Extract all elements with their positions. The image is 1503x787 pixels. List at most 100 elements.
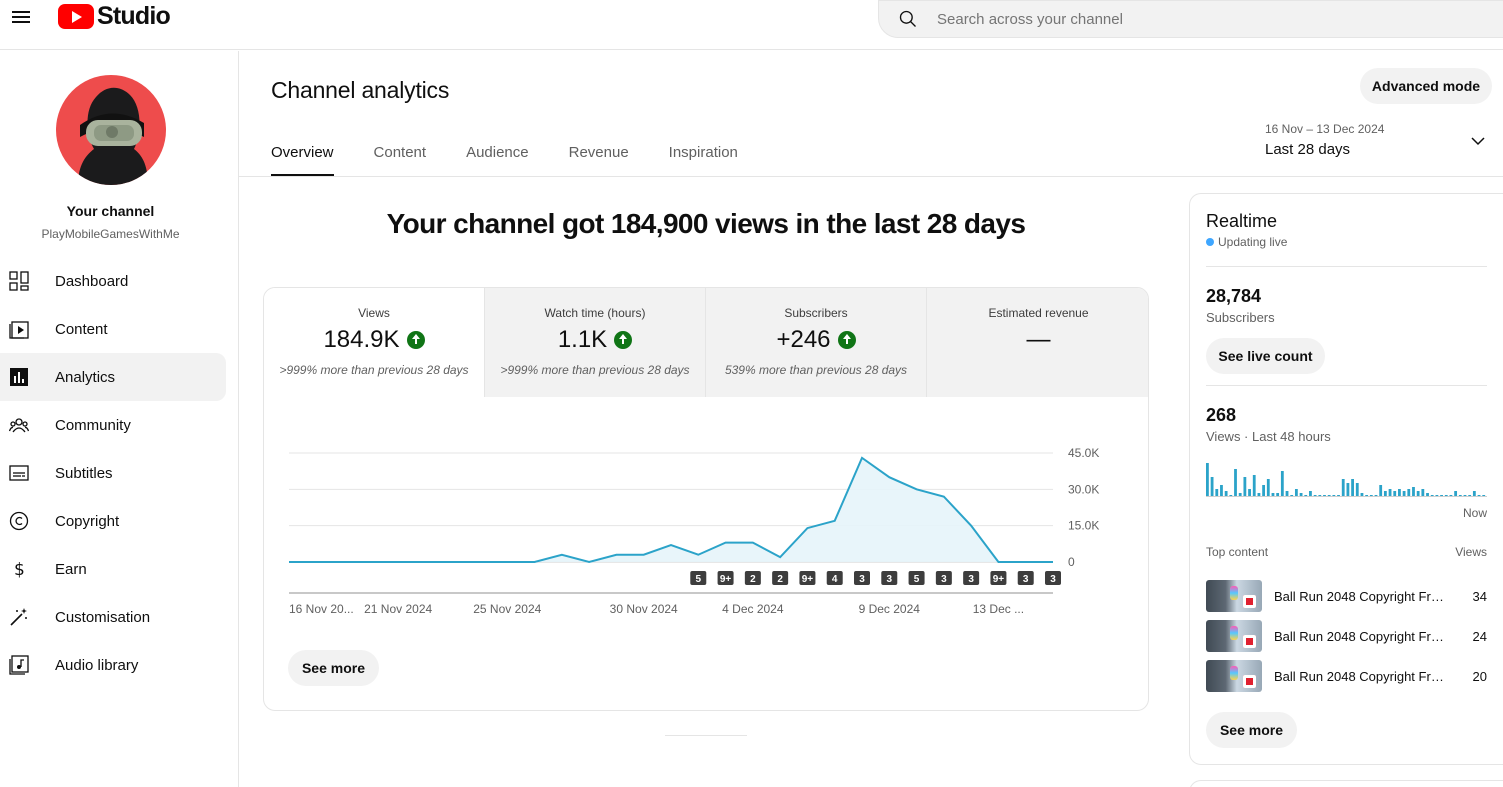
search-bar[interactable] <box>878 0 1503 38</box>
upload-marker <box>799 571 816 585</box>
upload-marker-label: 4 <box>832 574 838 585</box>
realtime-bar <box>1252 475 1256 497</box>
y-tick-label: 30.0K <box>1068 482 1099 496</box>
tab-overview[interactable]: Overview <box>271 128 334 176</box>
date-period-label[interactable]: Last 28 days <box>1265 141 1351 158</box>
search-icon[interactable] <box>898 9 918 29</box>
arrow-up-icon <box>406 331 425 349</box>
metric-watch-time[interactable]: Watch time (hours) 1.1K >999% more than … <box>485 288 706 397</box>
channel-avatar[interactable] <box>56 75 166 185</box>
views-chart[interactable]: 0 15.0K 30.0K 45.0K 5 9+ 2 2 9+ 4 3 3 5 3 3 9+ 3 3 16 Nov … <box>264 408 1149 638</box>
sidebar-nav: Dashboard Content Analytics Community Su… <box>0 257 226 689</box>
next-card <box>1189 780 1503 787</box>
sidebar-item-label: Community <box>55 416 131 434</box>
upload-marker <box>690 571 707 585</box>
video-title: Ball Run 2048 Copyright Free Gameplay <box>1274 628 1449 644</box>
y-tick-label: 45.0K <box>1068 446 1099 460</box>
sidebar-item-audio-library[interactable]: Audio library <box>0 641 226 689</box>
sidebar-item-content[interactable]: Content <box>0 305 226 353</box>
top-content-row[interactable]: Ball Run 2048 Copyright Free Gameplay 24 <box>1206 620 1487 652</box>
date-range[interactable]: 16 Nov – 13 Dec 2024 <box>1265 122 1385 136</box>
upload-marker <box>990 571 1007 585</box>
upload-marker-label: 9+ <box>802 574 814 585</box>
see-more-button[interactable]: See more <box>1206 712 1297 748</box>
area-fill <box>289 457 1053 562</box>
realtime-bar <box>1210 477 1214 497</box>
realtime-bar <box>1238 493 1242 497</box>
metric-title: Estimated revenue <box>988 306 1089 320</box>
sidebar-item-label: Analytics <box>55 368 116 386</box>
sidebar-item-label: Customisation <box>55 608 151 626</box>
top-content-row[interactable]: Ball Run 2048 Copyright Free Gameplay 20 <box>1206 660 1487 692</box>
metric-subscribers[interactable]: Subscribers +246 539% more than previous… <box>706 288 927 397</box>
realtime-bar <box>1262 485 1266 497</box>
tab-inspiration[interactable]: Inspiration <box>668 144 738 161</box>
audio-library-icon <box>9 655 29 675</box>
see-more-button[interactable]: See more <box>288 650 379 686</box>
realtime-bar <box>1280 471 1284 497</box>
arrow-up-icon <box>837 331 856 349</box>
upload-marker-label: 3 <box>1023 574 1029 585</box>
realtime-bar <box>1355 483 1359 497</box>
sidebar-item-copyright[interactable]: Copyright <box>0 497 226 545</box>
realtime-bar <box>1426 493 1429 497</box>
upload-marker-label: 3 <box>968 574 974 585</box>
top-content-row[interactable]: Ball Run 2048 Copyright Free Gameplay 34 <box>1206 580 1487 612</box>
see-live-count-button[interactable]: See live count <box>1206 338 1325 374</box>
realtime-bar <box>1421 489 1425 497</box>
upload-marker-label: 3 <box>859 574 865 585</box>
advanced-mode-button[interactable]: Advanced mode <box>1360 68 1492 104</box>
realtime-bar <box>1257 493 1261 497</box>
tab-content[interactable]: Content <box>373 144 427 161</box>
realtime-bar <box>1407 489 1411 497</box>
sidebar-item-community[interactable]: Community <box>0 401 226 449</box>
upload-marker-label: 9+ <box>720 574 732 585</box>
studio-logo[interactable]: Studio <box>58 2 171 30</box>
dashboard-icon <box>9 271 29 291</box>
top-bar: Studio <box>0 0 1503 50</box>
upload-marker <box>963 571 980 585</box>
metric-delta: >999% more than previous 28 days <box>500 363 690 377</box>
metric-title: Subscribers <box>784 306 848 320</box>
y-tick-label: 15.0K <box>1068 519 1099 533</box>
realtime-subscribers-label: Subscribers <box>1206 310 1275 325</box>
metric-views[interactable]: Views 184.9K >999% more than previous 28… <box>264 288 485 397</box>
metric-estimated-revenue[interactable]: Estimated revenue — <box>927 288 1148 397</box>
chevron-down-icon[interactable] <box>1470 133 1486 149</box>
video-views: 24 <box>1472 628 1487 644</box>
sidebar-item-label: Copyright <box>55 512 120 530</box>
sidebar-item-analytics[interactable]: Analytics <box>0 353 226 401</box>
realtime-views-bars[interactable] <box>1206 459 1487 497</box>
sidebar-item-earn[interactable]: $ Earn <box>0 545 226 593</box>
video-thumbnail <box>1206 620 1262 652</box>
metric-tabs: Views 184.9K >999% more than previous 28… <box>264 288 1148 397</box>
realtime-bar <box>1472 491 1476 497</box>
tabs-divider <box>239 176 1503 177</box>
upload-marker-label: 5 <box>914 574 920 585</box>
video-thumbnail <box>1206 660 1262 692</box>
svg-text:$: $ <box>14 560 25 579</box>
video-title: Ball Run 2048 Copyright Free Gameplay <box>1274 588 1449 604</box>
tab-audience[interactable]: Audience <box>466 144 529 161</box>
divider <box>1206 385 1487 386</box>
upload-marker-label: 3 <box>941 574 947 585</box>
sidebar-item-subtitles[interactable]: Subtitles <box>0 449 226 497</box>
community-icon <box>9 418 29 433</box>
realtime-bar <box>1271 493 1275 497</box>
tab-revenue[interactable]: Revenue <box>568 144 629 161</box>
realtime-bar <box>1383 491 1387 497</box>
realtime-bar <box>1402 491 1406 497</box>
realtime-bar <box>1215 489 1219 497</box>
upload-marker-label: 3 <box>887 574 893 585</box>
sidebar-item-dashboard[interactable]: Dashboard <box>0 257 226 305</box>
summary-headline: Your channel got 184,900 views in the la… <box>386 208 1026 239</box>
section-divider <box>665 735 747 736</box>
realtime-bar <box>1351 479 1354 497</box>
menu-icon[interactable] <box>11 8 31 28</box>
search-input[interactable] <box>937 10 1437 28</box>
sidebar-item-label: Audio library <box>55 656 139 674</box>
metric-value: — <box>927 326 1148 354</box>
metric-delta: 539% more than previous 28 days <box>724 363 908 377</box>
sidebar-item-customisation[interactable]: Customisation <box>0 593 226 641</box>
metric-value-text: 184.9K <box>323 326 400 353</box>
